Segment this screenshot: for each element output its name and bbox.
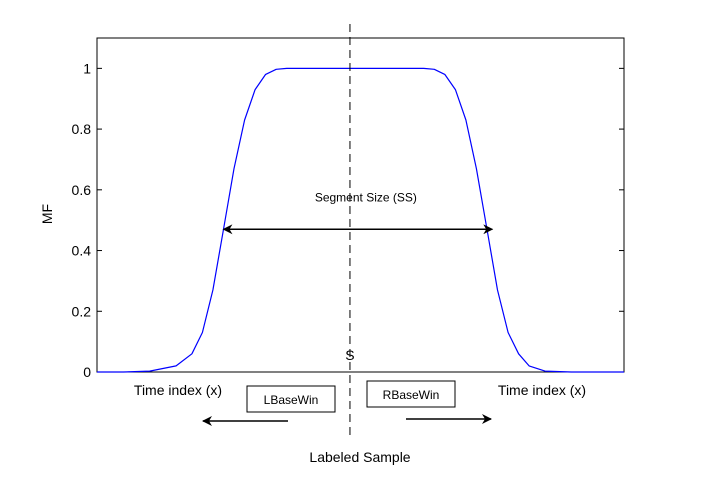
rbasewin-box	[366, 380, 456, 408]
time-index-right-label: Time index (x)	[498, 382, 586, 398]
y-tick-label: 0.2	[72, 303, 92, 319]
series-layer	[97, 67, 624, 373]
y-tick-label: 0.6	[72, 182, 92, 198]
y-axis: 0 0.2 0.4 0.6 0.8 1	[72, 60, 624, 380]
segment-size-label: Segment Size (SS)	[315, 190, 417, 204]
y-axis-label: MF	[39, 204, 55, 224]
lbasewin-label: LBaseWin	[264, 393, 319, 407]
y-tick-label: 1	[83, 60, 91, 76]
plot-frame	[96, 37, 625, 373]
y-tick-label: 0	[83, 364, 91, 380]
sample-marker-label: S	[345, 347, 354, 363]
lbasewin-box	[246, 385, 336, 413]
y-tick-label: 0.8	[72, 121, 92, 137]
series-line	[97, 67, 624, 373]
labeled-sample-label: Labeled Sample	[309, 449, 410, 465]
y-tick-label: 0.4	[72, 243, 92, 259]
rbasewin-label: RBaseWin	[383, 388, 440, 402]
time-index-left-label: Time index (x)	[134, 382, 222, 398]
